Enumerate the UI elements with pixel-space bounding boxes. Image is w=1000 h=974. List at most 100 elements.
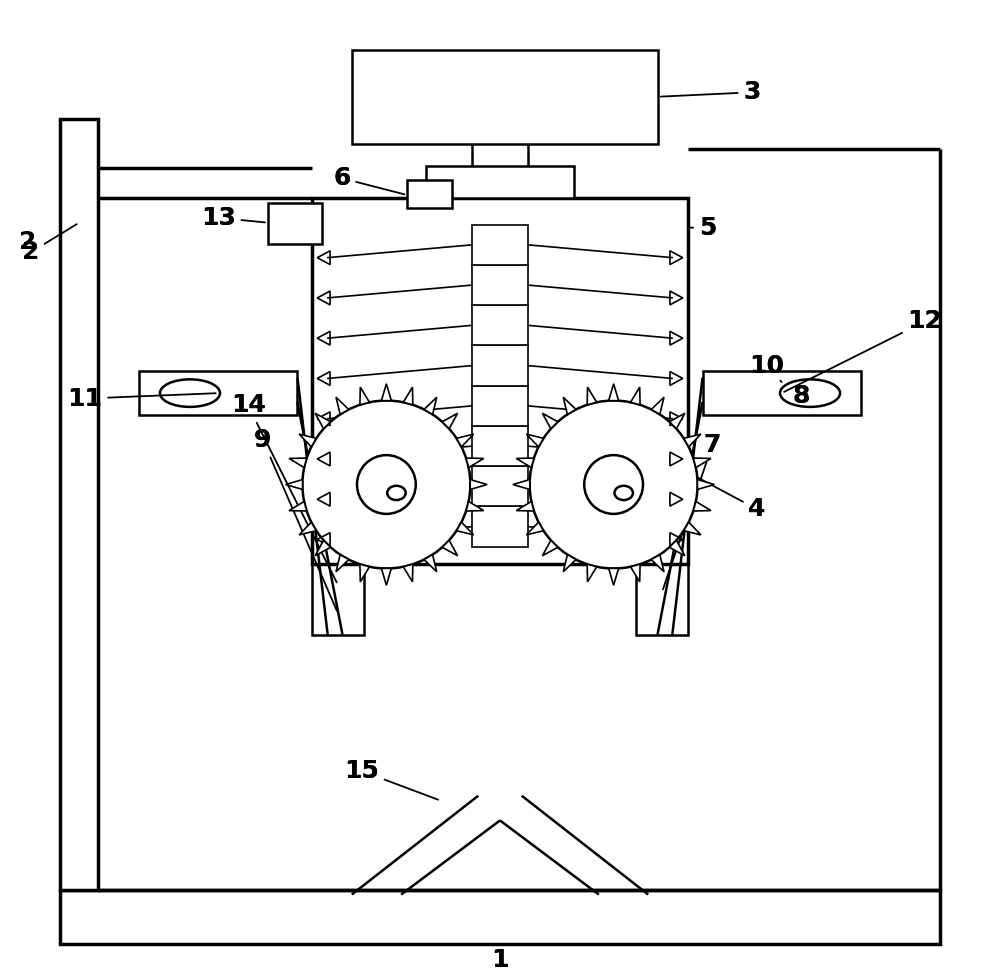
Text: 2: 2: [19, 231, 36, 254]
Polygon shape: [466, 458, 484, 468]
Bar: [472, 346, 528, 386]
Bar: [472, 265, 528, 305]
Polygon shape: [669, 413, 685, 429]
Text: 13: 13: [201, 206, 236, 230]
Text: 7: 7: [663, 433, 721, 589]
Text: 9: 9: [254, 428, 337, 611]
Polygon shape: [516, 458, 534, 468]
Bar: [268, 203, 322, 244]
Circle shape: [584, 455, 643, 514]
Polygon shape: [336, 554, 349, 572]
Text: 5: 5: [699, 215, 716, 240]
Polygon shape: [457, 522, 474, 535]
Polygon shape: [403, 564, 413, 581]
Bar: [472, 225, 528, 265]
Bar: [472, 506, 528, 546]
Polygon shape: [442, 413, 458, 429]
Bar: [312, 198, 688, 564]
Text: 9: 9: [254, 428, 272, 452]
Text: 14: 14: [231, 393, 266, 418]
Text: 6: 6: [333, 167, 404, 195]
Polygon shape: [381, 569, 391, 585]
Text: 8: 8: [793, 384, 810, 407]
Text: 15: 15: [344, 759, 379, 783]
Polygon shape: [424, 397, 437, 414]
Ellipse shape: [780, 379, 840, 407]
Polygon shape: [587, 564, 597, 581]
Polygon shape: [631, 564, 640, 581]
Bar: [472, 386, 528, 426]
Polygon shape: [381, 384, 391, 400]
Text: 6: 6: [333, 167, 351, 190]
Ellipse shape: [160, 379, 220, 407]
Bar: [472, 305, 528, 346]
Text: 11: 11: [68, 387, 216, 411]
Bar: [472, 426, 528, 467]
Circle shape: [530, 400, 698, 569]
Polygon shape: [526, 522, 543, 535]
Polygon shape: [609, 384, 619, 400]
Polygon shape: [697, 479, 714, 490]
Polygon shape: [563, 397, 576, 414]
Polygon shape: [542, 541, 558, 556]
Polygon shape: [693, 502, 711, 511]
Polygon shape: [631, 388, 640, 405]
Polygon shape: [315, 541, 331, 556]
Polygon shape: [516, 502, 534, 511]
Bar: [60, 889, 940, 944]
Text: 11: 11: [68, 387, 103, 411]
Text: 15: 15: [344, 759, 438, 800]
Polygon shape: [542, 413, 558, 429]
Polygon shape: [466, 502, 484, 511]
Polygon shape: [286, 479, 303, 490]
Bar: [703, 371, 861, 415]
Text: 8: 8: [793, 384, 810, 407]
Text: 12: 12: [907, 310, 942, 333]
Ellipse shape: [614, 486, 633, 500]
Polygon shape: [360, 564, 369, 581]
Polygon shape: [336, 397, 349, 414]
Polygon shape: [457, 434, 474, 447]
Polygon shape: [299, 434, 316, 447]
Polygon shape: [442, 541, 458, 556]
Ellipse shape: [387, 486, 406, 500]
Polygon shape: [684, 522, 701, 535]
Polygon shape: [315, 413, 331, 429]
Text: 4: 4: [690, 473, 766, 521]
Text: 12: 12: [784, 310, 942, 392]
Bar: [472, 467, 528, 506]
Polygon shape: [360, 388, 369, 405]
Text: 10: 10: [749, 354, 784, 382]
Polygon shape: [526, 434, 543, 447]
Text: 1: 1: [491, 944, 509, 972]
Text: 10: 10: [749, 354, 784, 378]
Polygon shape: [470, 479, 487, 490]
Polygon shape: [651, 554, 664, 572]
Polygon shape: [587, 388, 597, 405]
Polygon shape: [693, 458, 711, 468]
Polygon shape: [651, 397, 664, 414]
Text: 7: 7: [704, 433, 721, 457]
Text: 13: 13: [201, 206, 265, 230]
Text: 1: 1: [491, 948, 509, 972]
Polygon shape: [563, 554, 576, 572]
Circle shape: [302, 400, 470, 569]
Polygon shape: [403, 388, 413, 405]
Polygon shape: [424, 554, 437, 572]
Bar: [407, 180, 452, 207]
Bar: [312, 564, 364, 635]
Bar: [426, 167, 574, 198]
Polygon shape: [513, 479, 530, 490]
Text: 3: 3: [743, 80, 761, 104]
Polygon shape: [289, 502, 307, 511]
Text: 5: 5: [690, 215, 716, 240]
Polygon shape: [299, 522, 316, 535]
Text: 4: 4: [748, 497, 766, 521]
Bar: [352, 50, 658, 143]
Polygon shape: [669, 541, 685, 556]
Text: 2: 2: [22, 224, 77, 264]
Polygon shape: [289, 458, 307, 468]
Polygon shape: [609, 569, 619, 585]
Polygon shape: [684, 434, 701, 447]
Circle shape: [357, 455, 416, 514]
